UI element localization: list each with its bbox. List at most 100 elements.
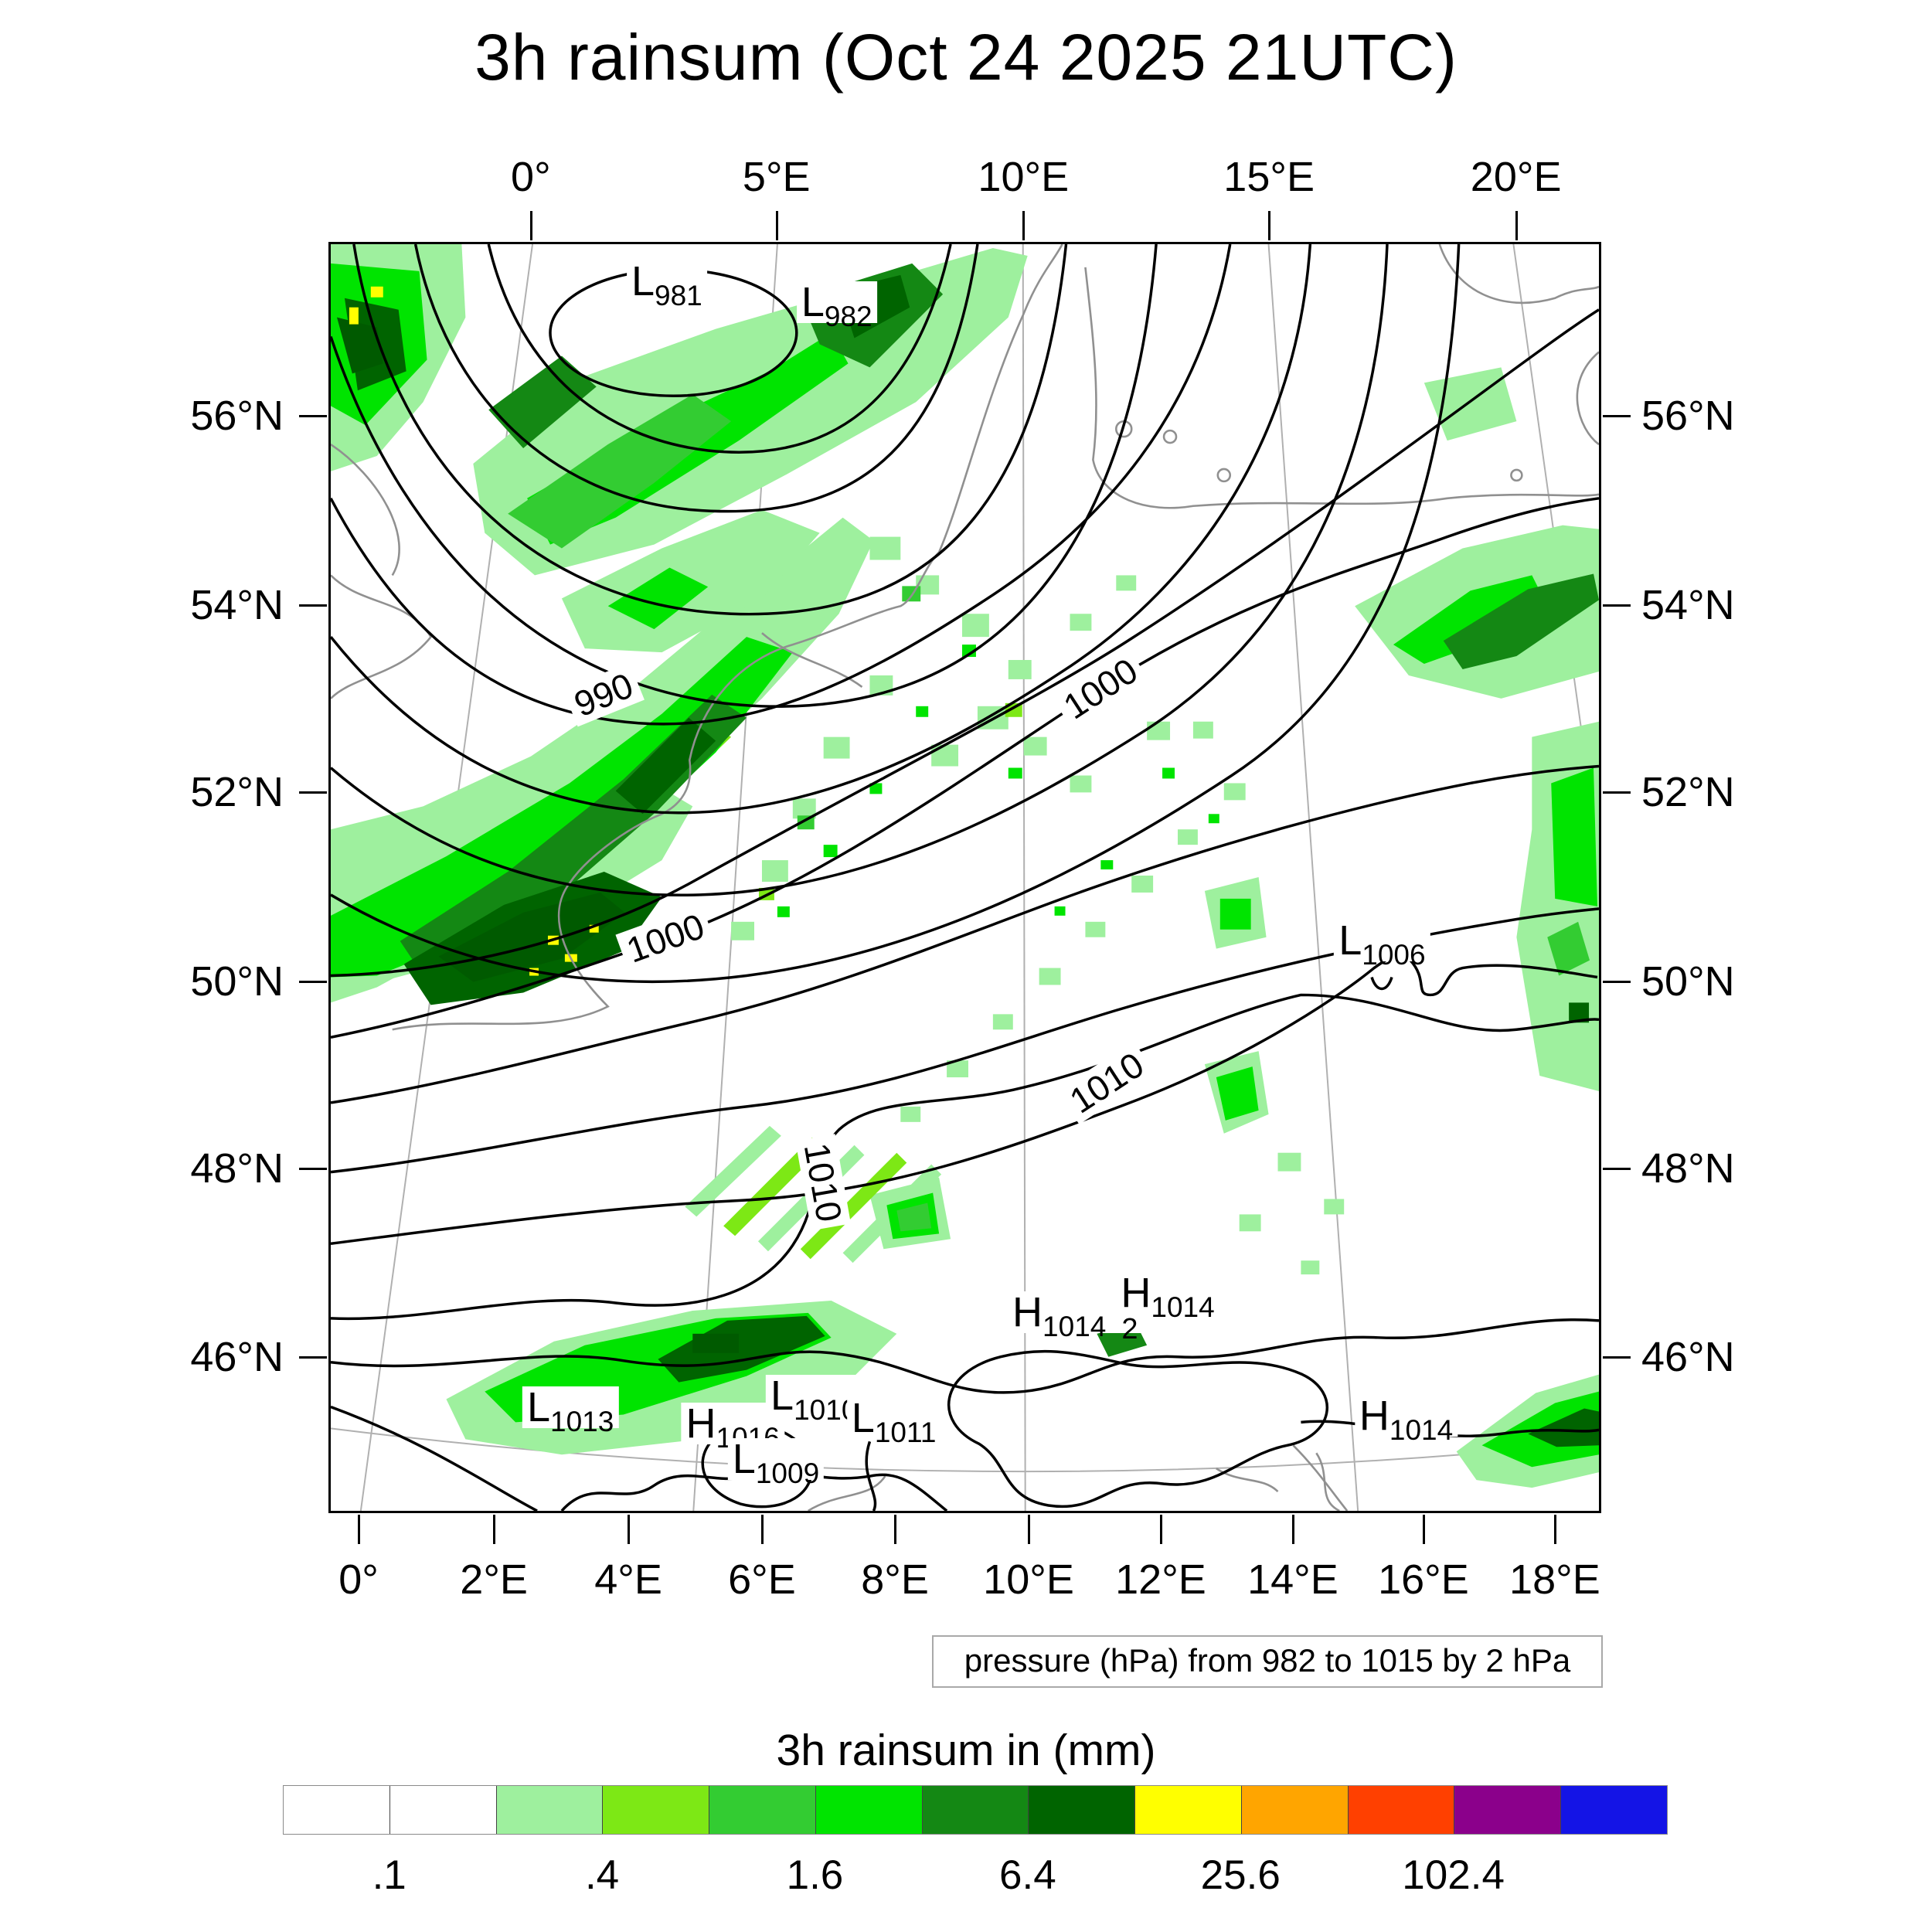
left-axis-tick <box>299 604 327 607</box>
colorbar-cell <box>603 1786 710 1834</box>
bottom-axis-tick <box>1422 1515 1425 1544</box>
pressure-center-label: L1011 <box>846 1395 941 1447</box>
pressure-center-label: L982 <box>796 279 877 331</box>
right-axis-tick <box>1603 1168 1631 1171</box>
pressure-center-suffix: 2 <box>1121 1312 1138 1345</box>
left-axis-label: 46°N <box>190 1333 284 1380</box>
pressure-center-value: 1006 <box>1362 939 1426 971</box>
pressure-center-value: 1014 <box>1043 1310 1107 1342</box>
top-axis-tick <box>1268 211 1271 240</box>
pressure-center-label: H1014 <box>1116 1270 1219 1321</box>
bottom-axis-tick <box>1291 1515 1294 1544</box>
bottom-axis-label: 6°E <box>728 1556 796 1603</box>
pressure-center-label: L1006 <box>1334 917 1430 969</box>
top-axis-tick <box>775 211 778 240</box>
bottom-axis-tick <box>760 1515 764 1544</box>
left-axis-tick <box>299 415 327 418</box>
colorbar-cell <box>1135 1786 1242 1834</box>
pressure-center-value: 982 <box>824 301 872 333</box>
colorbar-cell <box>922 1786 1029 1834</box>
bottom-axis-label: 4°E <box>594 1556 662 1603</box>
colorbar-tick-label: .4 <box>584 1852 620 1898</box>
bottom-axis-tick <box>1553 1515 1556 1544</box>
right-axis-tick <box>1603 604 1631 607</box>
right-axis-tick <box>1603 981 1631 984</box>
map-image <box>331 244 1599 1511</box>
colorbar-cell <box>284 1786 390 1834</box>
colorbar-cell <box>1348 1786 1455 1834</box>
left-axis-tick <box>299 981 327 984</box>
colorbar-tick-label: .1 <box>372 1852 406 1898</box>
bottom-axis-label: 14°E <box>1247 1556 1338 1603</box>
colorbar-tick-label: 102.4 <box>1402 1852 1505 1898</box>
bottom-axis-label: 2°E <box>460 1556 528 1603</box>
bottom-axis-tick <box>1028 1515 1030 1544</box>
bottom-axis-tick <box>628 1515 631 1544</box>
pressure-center-value: 1009 <box>755 1457 820 1489</box>
pressure-center-letter: H <box>1359 1393 1389 1440</box>
top-axis-tick <box>1515 211 1518 240</box>
right-axis-label: 48°N <box>1641 1145 1735 1192</box>
bottom-axis-label: 16°E <box>1378 1556 1469 1603</box>
colorbar <box>283 1785 1668 1835</box>
colorbar-cell <box>496 1786 604 1834</box>
right-axis-label: 50°N <box>1641 958 1735 1005</box>
colorbar-cell <box>815 1786 923 1834</box>
pressure-center-value: 1014 <box>1389 1414 1454 1447</box>
top-axis-label: 20°E <box>1470 154 1562 200</box>
bottom-axis-label: 12°E <box>1115 1556 1206 1603</box>
colorbar-title: 3h rainsum in (mm) <box>776 1726 1156 1775</box>
pressure-center-letter: L <box>1338 917 1362 964</box>
bottom-axis-label: 0° <box>338 1556 379 1603</box>
left-axis-label: 52°N <box>190 769 284 816</box>
pressure-center-letter: L <box>801 279 825 326</box>
page-title: 3h rainsum (Oct 24 2025 21UTC) <box>474 21 1458 94</box>
bottom-axis-label: 10°E <box>983 1556 1074 1603</box>
pressure-center-letter: L <box>526 1383 551 1430</box>
pressure-center-value: 1014 <box>1151 1291 1215 1324</box>
colorbar-cell <box>1241 1786 1349 1834</box>
top-axis-tick <box>529 211 532 240</box>
pressure-center-letter: L <box>732 1435 756 1482</box>
coastlines <box>331 244 1599 1511</box>
pressure-contours <box>331 244 1599 1511</box>
left-axis-label: 54°N <box>190 582 284 629</box>
right-axis-tick <box>1603 1355 1631 1359</box>
top-axis-tick <box>1022 211 1026 240</box>
bottom-axis-tick <box>894 1515 897 1544</box>
bottom-axis-tick <box>358 1515 361 1544</box>
pressure-center-label: L981 <box>626 257 707 310</box>
top-axis-label: 10°E <box>978 154 1070 200</box>
colorbar-cell <box>1454 1786 1562 1834</box>
top-axis-label: 0° <box>511 154 551 200</box>
right-axis-label: 54°N <box>1641 582 1735 629</box>
pressure-center-value: 981 <box>655 279 702 311</box>
pressure-center-label: L1013 <box>522 1383 619 1436</box>
colorbar-tick-label: 25.6 <box>1200 1852 1281 1898</box>
pressure-center-value: 1011 <box>874 1417 937 1449</box>
pressure-center-letter: H <box>685 1400 716 1447</box>
pressure-center-letter: H <box>1121 1270 1151 1317</box>
pressure-caption: pressure (hPa) from 982 to 1015 by 2 hPa <box>932 1635 1603 1688</box>
pressure-center-letter: H <box>1012 1288 1043 1335</box>
pressure-center-letter: L <box>851 1395 875 1442</box>
colorbar-tick-label: 6.4 <box>999 1852 1056 1898</box>
top-axis-label: 5°E <box>742 154 811 200</box>
pressure-center-label: L1010 <box>766 1372 862 1424</box>
left-axis-tick <box>299 791 327 794</box>
right-axis-tick <box>1603 415 1631 418</box>
pressure-center-value: 1013 <box>550 1405 614 1437</box>
colorbar-tick-label: 1.6 <box>786 1852 844 1898</box>
right-axis-label: 46°N <box>1641 1333 1735 1380</box>
bottom-axis-label: 8°E <box>861 1556 929 1603</box>
pressure-center-value: 1010 <box>794 1393 858 1426</box>
pressure-center-letter: L <box>631 257 655 304</box>
left-axis-tick <box>299 1355 327 1359</box>
colorbar-cell <box>709 1786 816 1834</box>
pressure-center-label: L1009 <box>727 1435 825 1488</box>
pressure-center-letter: L <box>770 1372 794 1419</box>
left-axis-label: 50°N <box>190 958 284 1005</box>
right-axis-label: 52°N <box>1641 769 1735 816</box>
rain-field <box>331 244 1599 1488</box>
